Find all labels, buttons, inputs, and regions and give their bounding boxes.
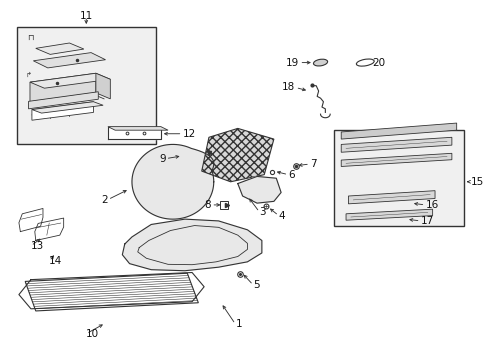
Text: 1: 1 <box>235 319 242 329</box>
Polygon shape <box>35 218 63 240</box>
Polygon shape <box>132 144 213 219</box>
Polygon shape <box>96 73 110 99</box>
Ellipse shape <box>356 59 373 66</box>
Text: ↱: ↱ <box>25 72 31 78</box>
Bar <box>333 130 463 226</box>
Polygon shape <box>346 209 432 220</box>
Polygon shape <box>122 219 261 271</box>
Polygon shape <box>341 153 451 166</box>
Text: 17: 17 <box>420 216 433 226</box>
Text: 10: 10 <box>86 329 99 339</box>
Polygon shape <box>30 73 96 102</box>
Text: 5: 5 <box>253 280 259 290</box>
Polygon shape <box>19 208 43 231</box>
Polygon shape <box>341 137 451 152</box>
Text: 15: 15 <box>470 177 484 187</box>
Polygon shape <box>237 176 281 203</box>
Polygon shape <box>348 191 434 204</box>
Polygon shape <box>28 92 98 109</box>
Polygon shape <box>108 127 161 139</box>
Text: 20: 20 <box>372 58 385 68</box>
Text: 8: 8 <box>204 200 211 210</box>
Text: 2: 2 <box>101 194 108 204</box>
Polygon shape <box>36 43 83 54</box>
Text: 13: 13 <box>31 241 44 251</box>
Polygon shape <box>32 102 93 120</box>
Text: 12: 12 <box>182 129 195 139</box>
Polygon shape <box>19 273 203 309</box>
Text: 4: 4 <box>278 211 285 221</box>
Text: 7: 7 <box>309 159 316 169</box>
Text: ⊓: ⊓ <box>27 32 34 41</box>
Polygon shape <box>108 127 168 130</box>
Polygon shape <box>30 73 110 88</box>
Bar <box>17 27 156 144</box>
Polygon shape <box>25 273 198 311</box>
Text: 19: 19 <box>285 58 299 68</box>
Text: 3: 3 <box>259 207 265 217</box>
Polygon shape <box>202 129 273 182</box>
Ellipse shape <box>313 59 327 66</box>
Text: 14: 14 <box>49 256 62 266</box>
Text: 6: 6 <box>288 170 294 180</box>
Polygon shape <box>33 53 105 68</box>
Text: 9: 9 <box>159 154 165 164</box>
Text: 11: 11 <box>80 11 93 21</box>
Text: 16: 16 <box>425 200 438 210</box>
Polygon shape <box>32 102 103 113</box>
Text: 18: 18 <box>282 82 295 93</box>
Polygon shape <box>341 123 456 139</box>
